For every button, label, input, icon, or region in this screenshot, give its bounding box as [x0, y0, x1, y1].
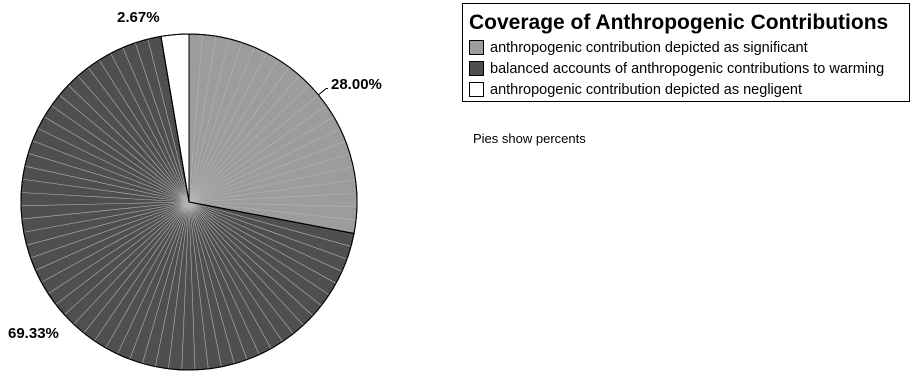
- pie-spoke: [188, 201, 196, 370]
- pie-spoke: [188, 201, 313, 316]
- legend-item-significant: anthropogenic contribution depicted as s…: [469, 37, 909, 58]
- pie-spokes: [21, 34, 357, 370]
- pie-chart: 28.00% 69.33% 2.67%: [8, 9, 382, 371]
- pie-spoke: [188, 201, 248, 360]
- pie-spoke: [188, 166, 354, 203]
- pie-spoke: [188, 34, 203, 203]
- pie-spoke: [88, 67, 190, 203]
- pie-spoke: [24, 165, 190, 203]
- pie-spoke: [188, 201, 235, 364]
- pie-spoke: [188, 84, 310, 203]
- legend-label-balanced: balanced accounts of anthropogenic contr…: [490, 60, 885, 77]
- pie-spoke: [188, 201, 283, 342]
- pie-slice-outline-2: [160, 33, 190, 203]
- pie-slice-0: [188, 33, 358, 235]
- pie-spoke: [94, 201, 190, 342]
- pie-spoke: [168, 201, 190, 369]
- legend-label-significant: anthropogenic contribution depicted as s…: [490, 39, 808, 56]
- pie-spoke: [110, 53, 190, 203]
- pie-spoke: [59, 94, 190, 203]
- pie-spoke: [188, 153, 351, 203]
- leader-line-0: [318, 88, 328, 96]
- pie-spoke: [188, 201, 343, 272]
- pie-spoke: [35, 201, 190, 271]
- pie-spoke: [105, 201, 190, 349]
- pie-spoke: [188, 47, 255, 203]
- pie-spoke: [23, 201, 190, 233]
- pie-spoke: [77, 75, 190, 203]
- legend-swatch-balanced: [469, 61, 484, 76]
- data-label-0: 28.00%: [331, 76, 382, 93]
- pie-spoke: [181, 201, 190, 370]
- pie-spoke: [188, 94, 319, 203]
- pie-spoke: [32, 140, 190, 203]
- data-label-2: 2.67%: [117, 9, 160, 26]
- pie-spoke: [30, 201, 190, 259]
- pie-spoke: [21, 192, 190, 203]
- legend-title: Coverage of Anthropogenic Contributions: [469, 11, 889, 34]
- pie-spoke: [188, 201, 357, 208]
- pie-spoke: [188, 201, 352, 247]
- pie-spoke: [188, 75, 300, 203]
- pie-spoke: [44, 116, 190, 203]
- pie-spoke: [188, 201, 260, 355]
- chart-note: Pies show percents: [473, 131, 586, 146]
- pie-spoke: [147, 39, 190, 203]
- pie-spoke: [188, 201, 337, 284]
- pie-slice-outline-0: [188, 33, 358, 235]
- pie-spoke: [48, 201, 190, 294]
- pie-spoke: [188, 179, 356, 203]
- pie-slice-outline-1: [20, 35, 355, 371]
- pie-spoke: [129, 201, 190, 360]
- pie-spoke: [188, 201, 294, 334]
- legend-swatch-negligent: [469, 82, 484, 97]
- pie-spoke: [188, 201, 348, 260]
- pie-spoke: [134, 42, 190, 203]
- pie-spoke: [188, 38, 230, 203]
- pie-spoke: [188, 105, 327, 203]
- pie-spoke: [188, 201, 322, 306]
- pie-spoke: [188, 52, 267, 203]
- pie-spoke: [188, 140, 346, 203]
- pie-spoke: [122, 47, 190, 203]
- pie-spoke: [142, 201, 190, 364]
- legend-swatch-significant: [469, 40, 484, 55]
- pie-spoke: [155, 201, 190, 367]
- pie-spoke: [83, 201, 190, 334]
- pie-spoke: [51, 105, 190, 203]
- pie-spoke: [188, 59, 279, 203]
- pie-spoke: [188, 201, 357, 221]
- legend-label-negligent: anthropogenic contribution depicted as n…: [490, 81, 802, 98]
- pie-spoke: [55, 201, 190, 305]
- data-labels: 28.00% 69.33% 2.67%: [8, 9, 382, 342]
- pie-spoke: [68, 84, 190, 203]
- pie-spoke: [188, 116, 335, 203]
- pie-spoke: [98, 59, 190, 203]
- data-label-1: 69.33%: [8, 325, 59, 342]
- legend-item-balanced: balanced accounts of anthropogenic contr…: [469, 58, 909, 79]
- pie-spoke: [37, 128, 190, 203]
- legend: Coverage of Anthropogenic Contributions …: [462, 3, 910, 102]
- pie-spoke: [41, 201, 190, 283]
- legend-item-negligent: anthropogenic contribution depicted as n…: [469, 79, 909, 100]
- pie-spoke: [28, 152, 190, 203]
- pie-spoke: [188, 128, 341, 203]
- pie-spoke: [64, 201, 190, 315]
- pie-spoke: [188, 193, 357, 203]
- pie-spoke: [188, 201, 304, 326]
- pie-outlines: [20, 33, 358, 371]
- pie-spoke: [188, 201, 209, 369]
- pie-spoke: [22, 178, 190, 203]
- pie-spoke: [188, 201, 222, 367]
- pie-spoke: [188, 42, 243, 203]
- pie-spoke: [21, 201, 190, 220]
- pie-spoke: [188, 201, 272, 349]
- pie-spoke: [188, 36, 217, 203]
- pie-spoke: [26, 201, 190, 246]
- pie-spoke: [21, 201, 190, 207]
- pie-spoke: [188, 67, 290, 203]
- pie-spoke: [188, 201, 330, 295]
- pie-spoke: [117, 201, 190, 355]
- pie-spoke: [73, 201, 190, 325]
